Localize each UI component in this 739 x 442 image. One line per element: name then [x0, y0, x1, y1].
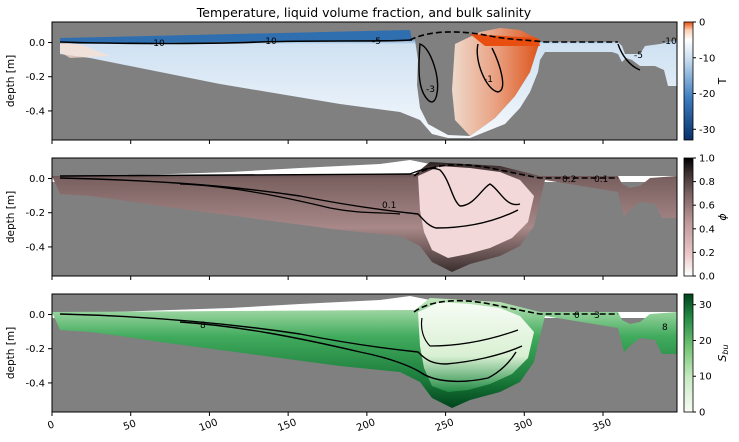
contour-line	[59, 313, 523, 365]
colorbar-tick-label: 0	[699, 18, 705, 29]
colorbar	[683, 21, 694, 141]
contour-label: 8	[662, 323, 668, 333]
snow-ice-field	[60, 36, 677, 138]
x-tick-label: 0	[46, 419, 56, 432]
contour-label: -5	[372, 37, 381, 47]
colorbar-ticks: 0 10 20 30	[693, 300, 712, 419]
y-tick-label: -0.4	[25, 242, 45, 253]
contour-line	[59, 167, 521, 207]
colorbar-ticks: 0.0 0.2 0.4 0.6 0.8 1.0	[693, 154, 715, 283]
y-tick-label: 0.0	[29, 38, 45, 49]
colorbar-label: ϕ	[716, 213, 729, 220]
contour-label: 3	[594, 311, 600, 321]
colorbar-tick-label: 20	[699, 336, 712, 347]
x-tick-label: 150	[276, 417, 298, 434]
contour-line	[420, 317, 519, 347]
y-tick-label: -0.2	[25, 208, 45, 219]
figure-title: Temperature, liquid volume fraction, and…	[196, 5, 532, 20]
surface-line	[413, 163, 618, 179]
contour-line	[59, 177, 519, 229]
contour-label: -3	[426, 85, 435, 95]
axes-frame	[51, 21, 678, 141]
colorbar-tick-label: 30	[699, 300, 712, 311]
surface-line	[413, 299, 618, 315]
axes-frame	[51, 293, 678, 413]
colorbar	[683, 157, 694, 277]
colorbar-tick-label: 10	[699, 372, 712, 383]
pond-region	[418, 302, 534, 392]
x-tick-label: 50	[122, 418, 138, 433]
y-axis-label: depth [m]	[5, 327, 17, 379]
temperature-panel: -10 -10 -5 -3 -1 -5 -10 0.0 -0.2 -0.4 dept…	[5, 18, 729, 144]
contour-label: 0.2	[562, 175, 576, 185]
contour-label: -10	[662, 37, 677, 47]
colorbar-tick-label: 1.0	[699, 154, 715, 165]
contour-line	[179, 321, 517, 383]
surface-line	[409, 31, 618, 43]
x-tick-label: 300	[513, 417, 535, 434]
contour-line	[179, 183, 401, 215]
colorbar-tick-label: 0.4	[699, 224, 715, 235]
contour-label: 0.1	[382, 201, 396, 211]
y-tick-label: -0.4	[25, 106, 45, 117]
x-tick-label: 350	[591, 417, 613, 434]
y-tick-label: -0.4	[25, 378, 45, 389]
contour-label: 0	[574, 311, 580, 321]
bulk-salinity-panel: 8 0 3 8 0.0-0.2-0.4 0 50 100 150 200 250 300 35…	[5, 293, 730, 434]
contour-label: 0.1	[594, 175, 608, 185]
contour-label: -1	[484, 75, 493, 85]
liquid-fraction-panel: 0.1 0.2 0.1 0.0 -0.2 -0.4 depth [m] 0.0 0.2…	[5, 154, 729, 283]
colorbar-tick-label: 0.2	[699, 248, 715, 259]
contour-line	[59, 39, 413, 45]
contour-label: -5	[634, 51, 643, 61]
light-snow-region	[60, 42, 110, 58]
x-tick-label: 100	[198, 417, 220, 434]
colorbar-tick-label: -30	[699, 125, 715, 136]
y-ticks: 0.0 -0.2 -0.4	[25, 174, 604, 280]
warm-surface-layer	[470, 34, 540, 46]
contour-label: 8	[200, 321, 206, 331]
colorbar-tick-label: -10	[699, 53, 715, 64]
colorbar-tick-label: 0.6	[699, 201, 715, 212]
colorbar-label: Sbu	[716, 344, 730, 361]
colorbar-label: T	[717, 77, 729, 85]
colorbar-tick-label: 0.0	[699, 272, 715, 283]
colorbar-tick-label: 0	[699, 408, 705, 419]
contour-line	[418, 43, 439, 103]
y-tick-label: 0.0	[29, 174, 45, 185]
colorbar-ticks: 0 -10 -20 -30	[693, 18, 715, 136]
y-tick-label: -0.2	[25, 72, 45, 83]
contour-label: -10	[150, 39, 165, 49]
y-tick-label: -0.2	[25, 344, 45, 355]
contour-line	[476, 43, 504, 93]
x-tick-label: 200	[355, 417, 377, 434]
contour-label: -10	[262, 37, 277, 47]
x-ticks: 0 50 100 150 200 250 300 350	[46, 412, 613, 434]
colorbar-tick-label: -20	[699, 89, 715, 100]
warm-region	[452, 28, 540, 136]
axes-frame	[51, 157, 678, 277]
colorbar-tick-label: 0.8	[699, 177, 715, 188]
y-ticks: 0.0 -0.2 -0.4	[25, 310, 52, 389]
y-axis-label: depth [m]	[5, 55, 17, 107]
contour-line	[617, 43, 641, 71]
pond-region	[418, 166, 534, 258]
x-tick-label: 250	[434, 417, 456, 434]
colorbar	[683, 293, 694, 413]
y-axis-label: depth [m]	[5, 191, 17, 243]
y-tick-label: 0.0	[29, 310, 45, 321]
y-ticks: 0.0 -0.2 -0.4	[25, 38, 604, 144]
